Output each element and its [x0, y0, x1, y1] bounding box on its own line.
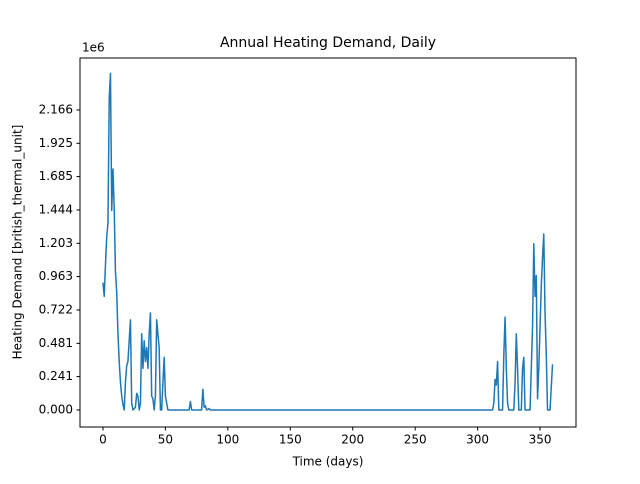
x-tick-label: 150 — [279, 433, 302, 447]
y-tick-label: 0.481 — [39, 336, 73, 350]
y-axis-label: Heating Demand [british_thermal_unit] — [11, 125, 25, 360]
y-tick-label: 0.000 — [39, 402, 73, 416]
y-tick-label: 1.685 — [39, 169, 73, 183]
x-tick-label: 250 — [404, 433, 427, 447]
data-line — [102, 72, 554, 411]
x-axis-label: Time (days) — [292, 455, 364, 469]
y-offset-label: 1e6 — [82, 41, 105, 55]
y-tick-label: 0.963 — [39, 269, 73, 283]
chart-title: Annual Heating Demand, Daily — [220, 35, 436, 51]
y-tick-label: 0.241 — [39, 369, 73, 383]
y-tick-label: 1.444 — [39, 202, 73, 216]
x-tick-label: 350 — [529, 433, 552, 447]
y-tick-label: 1.203 — [39, 236, 73, 250]
x-tick-label: 0 — [99, 433, 107, 447]
x-tick-label: 50 — [158, 433, 173, 447]
x-tick-label: 300 — [466, 433, 489, 447]
y-tick-label: 2.166 — [39, 102, 73, 116]
plot-frame — [79, 57, 577, 428]
x-tick-label: 100 — [216, 433, 239, 447]
y-tick-label: 0.722 — [39, 302, 73, 316]
x-tick-label: 200 — [341, 433, 364, 447]
y-tick-label: 1.925 — [39, 136, 73, 150]
